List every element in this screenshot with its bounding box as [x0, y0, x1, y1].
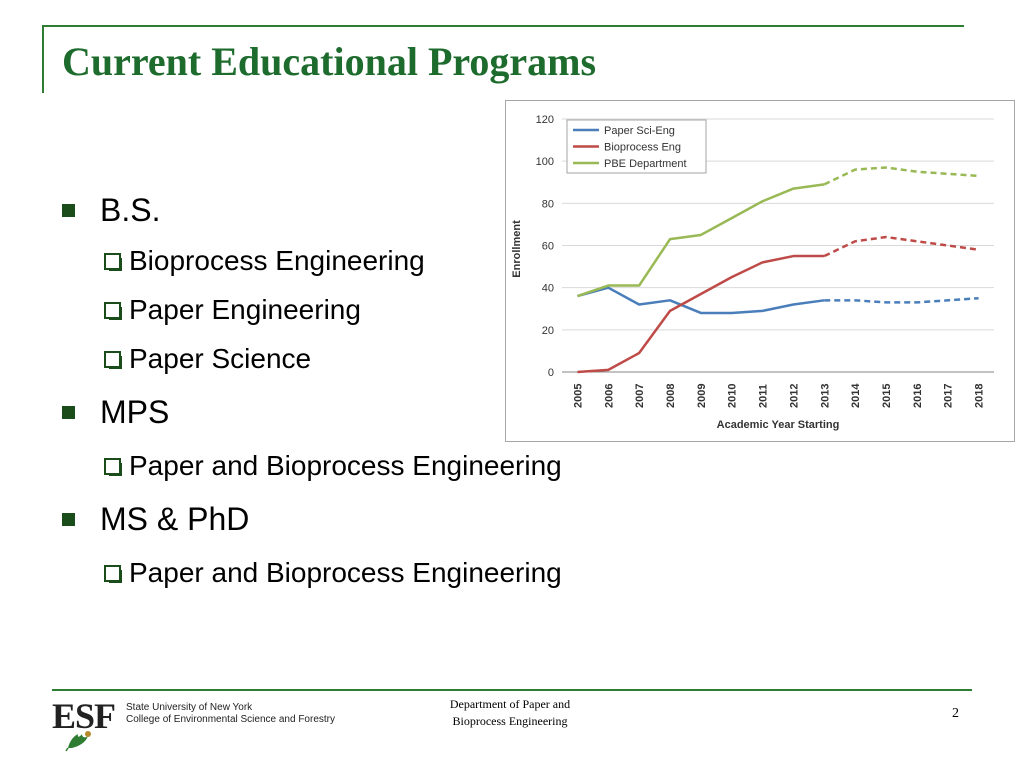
- esf-logo: ESF: [52, 698, 116, 754]
- institution-line-1: State University of New York: [126, 702, 253, 713]
- checkbox-bullet-icon: [104, 252, 122, 271]
- oak-leaf-icon: [65, 731, 91, 752]
- bullet-bs: B.S.: [62, 192, 160, 229]
- x-tick-label: 2005: [572, 384, 584, 408]
- slide-title: Current Educational Programs: [62, 39, 597, 84]
- sub-item-ms-phd-program: Paper and Bioprocess Engineering: [104, 557, 562, 589]
- square-bullet-icon: [62, 513, 75, 526]
- enrollment-chart-svg: 2005 2006 2007 2008 2009 2010 2011 2012 2013 2014…: [511, 114, 994, 431]
- series-projection-bioprocess-eng: [823, 235, 979, 258]
- bullet-ms-phd: MS & PhD: [62, 501, 249, 538]
- legend-label: Bioprocess Eng: [604, 142, 681, 154]
- enrollment-chart: 2005 2006 2007 2008 2009 2010 2011 2012 2013 2014…: [505, 100, 1015, 442]
- y-axis-label: Enrollment: [511, 220, 523, 278]
- bullet-mps: MPS: [62, 394, 169, 431]
- x-tick-label: 2007: [634, 384, 646, 408]
- sub-item-paper-science: Paper Science: [104, 343, 311, 375]
- checkbox-bullet-icon: [104, 457, 122, 476]
- y-tick-label: 80: [542, 198, 554, 210]
- checkbox-bullet-icon: [104, 564, 122, 583]
- department-line-1: Department of Paper and: [449, 697, 571, 711]
- y-tick-label: 60: [542, 241, 554, 253]
- y-tick-labels: 0 20 40 60 80 100 120: [536, 114, 554, 379]
- institution-line-2: College of Environmental Science and For…: [126, 714, 335, 725]
- series-projection-paper-sci-eng: [824, 296, 979, 304]
- x-tick-label: 2013: [819, 384, 831, 408]
- series-line-bioprocess-eng: [577, 254, 825, 374]
- x-tick-labels: 2005 2006 2007 2008 2009 2010 2011 2012 2013 2014…: [572, 383, 985, 408]
- y-tick-label: 100: [536, 156, 554, 168]
- x-axis-label: Academic Year Starting: [717, 419, 840, 431]
- square-bullet-icon: [62, 204, 75, 217]
- x-tick-label: 2017: [943, 384, 955, 408]
- series-line-paper-sci-eng: [577, 286, 825, 315]
- x-tick-label: 2016: [912, 384, 924, 408]
- bullet-label: MS & PhD: [100, 501, 250, 537]
- esf-logo-letters: ESF: [52, 696, 116, 736]
- footer-rule: [52, 689, 972, 691]
- sub-item-paper-engineering: Paper Engineering: [104, 294, 361, 326]
- sub-item-bioprocess-engineering: Bioprocess Engineering: [104, 245, 425, 277]
- series-line-pbe-department: [577, 183, 825, 298]
- square-bullet-icon: [62, 406, 75, 419]
- x-tick-label: 2011: [758, 384, 770, 408]
- sub-item-mps-program: Paper and Bioprocess Engineering: [104, 450, 562, 482]
- department-line-2: Bioprocess Engineering: [452, 714, 568, 728]
- series-layer: [577, 166, 979, 374]
- legend-label: PBE Department: [604, 158, 687, 170]
- y-tick-label: 40: [542, 283, 554, 295]
- sub-item-label: Paper and Bioprocess Engineering: [129, 557, 562, 588]
- grid-layer: [562, 118, 994, 373]
- x-tick-label: 2009: [696, 384, 708, 408]
- bullet-label: MPS: [100, 394, 170, 430]
- x-tick-label: 2008: [665, 384, 677, 408]
- series-projection-pbe-department: [823, 166, 979, 186]
- x-tick-label: 2012: [788, 384, 800, 408]
- checkbox-bullet-icon: [104, 301, 122, 320]
- checkbox-bullet-icon: [104, 350, 122, 369]
- page-number: 2: [952, 706, 959, 721]
- chart-legend: Paper Sci-Eng Bioprocess Eng PBE Departmen…: [566, 119, 707, 174]
- x-tick-label: 2006: [603, 384, 615, 408]
- sub-item-label: Bioprocess Engineering: [129, 245, 425, 276]
- legend-label: Paper Sci-Eng: [604, 125, 675, 137]
- sub-item-label: Paper Science: [129, 343, 312, 374]
- sub-item-label: Paper and Bioprocess Engineering: [129, 450, 562, 481]
- x-tick-label: 2014: [850, 383, 862, 408]
- title-frame-left-rule: [42, 25, 44, 93]
- x-tick-label: 2015: [881, 384, 893, 408]
- x-tick-label: 2010: [727, 384, 739, 408]
- y-tick-label: 0: [548, 367, 554, 379]
- y-tick-label: 20: [542, 325, 554, 337]
- y-tick-label: 120: [536, 114, 554, 126]
- bullet-label: B.S.: [100, 192, 161, 228]
- x-tick-label: 2018: [974, 384, 986, 408]
- program-outline: B.S. Bioprocess Engineering Paper Engine…: [62, 0, 702, 620]
- title-frame-top-rule: [42, 25, 964, 27]
- sub-item-label: Paper Engineering: [129, 294, 361, 325]
